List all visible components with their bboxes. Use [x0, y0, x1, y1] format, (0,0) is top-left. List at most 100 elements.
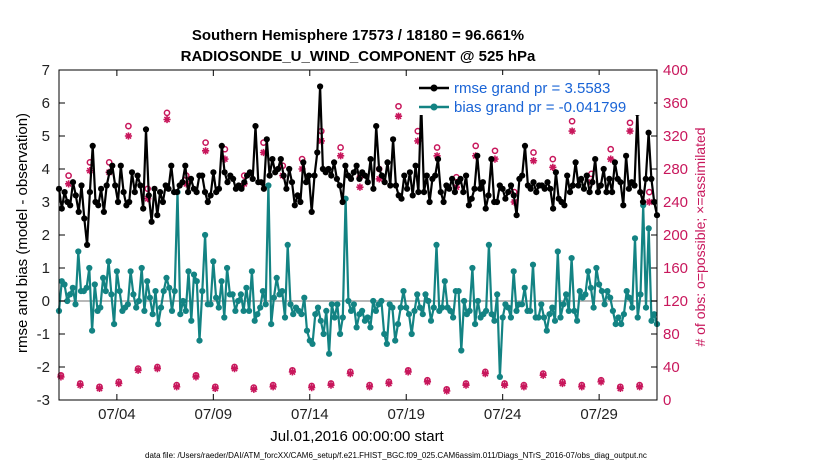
bias-series-point: [505, 304, 512, 311]
bias-series-point: [334, 301, 341, 308]
rmse-series-point: [333, 175, 340, 182]
rmse-series-point: [173, 189, 180, 196]
rmse-series-point: [157, 189, 164, 196]
rmse-series-point: [193, 189, 200, 196]
obs-assimilated-marker: [288, 368, 297, 376]
bias-series-point: [317, 317, 324, 324]
rmse-series-point: [142, 126, 150, 133]
rmse-series-point: [631, 182, 638, 189]
bias-series-point: [381, 330, 388, 338]
rmse-series-point: [378, 172, 385, 179]
legend-bias-marker: [430, 103, 438, 111]
bias-series-point: [587, 284, 595, 291]
rmse-series-point: [314, 149, 321, 156]
bias-series-point: [618, 321, 625, 328]
rmse-series-point: [623, 152, 630, 159]
rmse-series-point: [204, 198, 211, 206]
bias-series-point: [268, 321, 275, 328]
rmse-series-point: [84, 241, 91, 248]
bias-series-point: [491, 317, 498, 324]
bias-series-point: [392, 337, 399, 344]
bias-series-point: [367, 324, 374, 331]
bias-series-point: [623, 288, 630, 295]
obs-assimilated-marker: [153, 365, 161, 373]
bias-series-point: [61, 281, 68, 288]
y-tick-label: -2: [37, 359, 50, 376]
y-tick-label: 2: [42, 227, 50, 244]
rmse-series-point: [145, 192, 152, 199]
rmse-series-point: [159, 198, 166, 206]
bias-series-point: [427, 317, 435, 324]
bias-series-point: [160, 288, 167, 295]
bias-series-point: [235, 297, 242, 305]
y-right-tick-label: 400: [663, 62, 688, 79]
obs-assimilated-marker: [337, 152, 345, 160]
chart-title-line1: Southern Hemisphere 17573 / 18180 = 96.6…: [192, 27, 524, 44]
obs-possible-marker: [433, 144, 441, 151]
obs-possible-marker: [395, 102, 402, 110]
bias-series-point: [372, 307, 379, 314]
bias-series-point: [568, 255, 575, 262]
rmse-series-point: [95, 202, 102, 209]
rmse-series-point: [606, 175, 613, 182]
bias-series-point: [383, 340, 390, 347]
tick-layer: -3 -2 -1 0 1 2 3 4 5 6 7 0 40 80 120 160 200 240 280 320 360…: [37, 62, 688, 423]
rmse-series-point: [645, 129, 652, 136]
bias-series-point: [287, 301, 294, 308]
bias-series-point: [345, 297, 352, 305]
bias-series-point: [237, 291, 244, 298]
rmse-series-point: [637, 189, 644, 196]
rmse-series-point: [126, 198, 133, 206]
rmse-series-point: [530, 179, 537, 186]
obs-assimilated-marker: [433, 152, 441, 160]
rmse-series-point: [432, 172, 439, 179]
y-right-tick-label: 160: [663, 260, 688, 277]
rmse-series-point: [148, 218, 155, 225]
rmse-series-point: [569, 182, 576, 189]
rmse-series-point: [373, 123, 380, 130]
bias-series-point: [593, 264, 600, 272]
rmse-series-point: [260, 185, 267, 192]
bias-series-point: [213, 294, 220, 301]
rmse-series-point: [75, 208, 82, 215]
x-tick-label: 07/29: [580, 406, 618, 423]
obs-possible-marker: [491, 147, 499, 155]
rmse-series-point: [100, 208, 107, 215]
rmse-series-point: [249, 175, 256, 182]
bias-series-point: [466, 307, 473, 314]
bias-series-point: [221, 314, 228, 321]
rmse-series-point: [294, 192, 301, 199]
bias-series-point: [629, 304, 636, 311]
legend-box: [414, 75, 654, 115]
bias-series-point: [171, 288, 178, 295]
rmse-series-point: [367, 156, 374, 163]
bias-series-point: [648, 317, 655, 324]
rmse-series-point: [277, 156, 284, 163]
y-tick-label: 7: [42, 62, 50, 79]
bias-series-point: [615, 314, 622, 321]
rmse-series-point: [165, 185, 172, 192]
obs-assimilated-marker: [423, 378, 432, 386]
obs-possible-marker: [626, 119, 634, 127]
obs-assimilated-marker: [211, 384, 219, 393]
rmse-series-point: [465, 202, 472, 209]
obs-assimilated-marker: [250, 385, 258, 393]
bias-series-point: [113, 268, 120, 275]
rmse-series-point: [67, 202, 74, 209]
bias-series-point: [91, 281, 98, 288]
rmse-series-point: [210, 169, 217, 176]
bias-series-point: [499, 314, 506, 321]
obs-assimilated-marker: [385, 379, 393, 388]
bias-series-point: [246, 307, 253, 314]
rmse-series-point: [440, 198, 447, 206]
bias-series-point: [102, 288, 109, 295]
rmse-series-point: [215, 185, 223, 192]
bias-series-point: [601, 301, 608, 308]
y-right-tick-label: 360: [663, 95, 688, 112]
bias-series-point: [215, 304, 222, 311]
bias-series-point: [86, 264, 93, 272]
rmse-series-point: [350, 169, 357, 176]
bias-series-point: [303, 327, 311, 334]
bias-series-point: [168, 307, 176, 314]
bias-series-point: [370, 297, 377, 305]
